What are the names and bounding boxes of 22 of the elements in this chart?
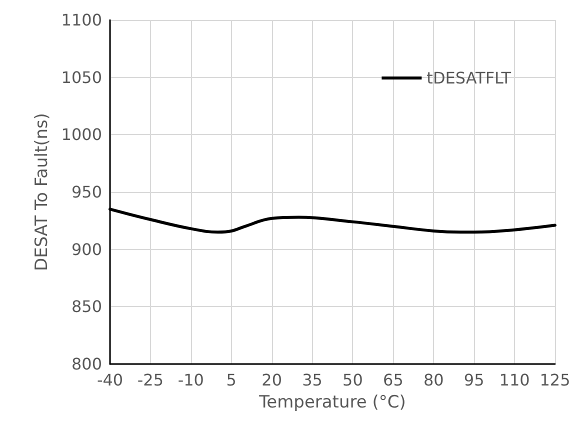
legend-label: tDESATFLT xyxy=(426,68,512,88)
x-tick-label: -40 xyxy=(96,370,124,390)
y-tick-label: 1100 xyxy=(61,10,102,30)
x-tick-label: -25 xyxy=(137,370,164,390)
y-tick-label: 950 xyxy=(71,182,102,202)
y-tick-label: 1050 xyxy=(61,68,102,87)
x-tick-label: 20 xyxy=(262,370,282,390)
x-tick-label: 50 xyxy=(342,370,363,390)
x-tick-label: 5 xyxy=(226,370,236,390)
y-tick-label: 900 xyxy=(71,240,102,259)
x-tick-label: 95 xyxy=(464,370,484,390)
x-axis-title: Temperature (°C) xyxy=(258,392,406,412)
x-tick-label: 65 xyxy=(383,370,404,390)
x-tick-label: 110 xyxy=(499,370,530,390)
x-tick-label: 80 xyxy=(423,370,444,390)
x-tick-label: 35 xyxy=(302,370,322,390)
y-tick-label: 800 xyxy=(71,354,102,374)
y-tick-label: 850 xyxy=(71,297,102,316)
y-axis-title: DESAT To Fault(ns) xyxy=(32,112,52,272)
x-tick-label: 125 xyxy=(540,370,570,390)
y-tick-label: 1000 xyxy=(61,125,102,144)
x-tick-label: -10 xyxy=(178,370,204,390)
